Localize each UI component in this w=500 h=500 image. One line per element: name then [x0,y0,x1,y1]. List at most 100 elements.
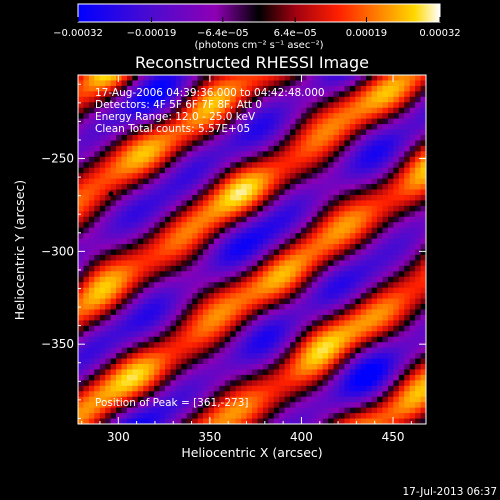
heatmap-cell [355,369,362,376]
heatmap-cell [382,134,389,142]
heatmap-cell [203,369,210,376]
heatmap-cell [355,407,362,414]
heatmap-cell [165,325,172,332]
heatmap-cell [99,80,106,87]
heatmap-cell [230,249,237,256]
heatmap-cell [257,102,264,109]
heatmap-cell [105,418,112,424]
heatmap-cell [170,80,177,87]
heatmap-cell [116,407,123,414]
heatmap-cell [105,287,112,294]
heatmap-cell [306,353,313,360]
heatmap-cell [398,113,405,120]
heatmap-cell [328,140,335,147]
heatmap-cell [420,336,426,343]
heatmap-cell [99,227,106,234]
heatmap-cell [382,282,389,289]
heatmap-cell [208,173,215,180]
heatmap-cell [311,244,318,251]
heatmap-cell [262,265,269,272]
heatmap-cell [94,75,101,82]
heatmap-cell [344,184,351,191]
heatmap-cell [88,96,95,103]
heatmap-cell [268,102,275,109]
heatmap-cell [148,249,155,256]
heatmap-cell [78,184,85,191]
heatmap-cell [409,80,416,87]
heatmap-cell [268,402,275,409]
heatmap-cell [165,260,172,267]
heatmap-cell [88,282,95,289]
heatmap-cell [377,145,384,152]
heatmap-cell [306,276,313,283]
heatmap-cell [137,418,144,424]
heatmap-cell [404,244,411,251]
heatmap-cell [290,271,297,278]
heatmap-cell [186,173,193,180]
heatmap-cell [415,216,422,223]
heatmap-cell [273,113,280,120]
heatmap-cell [208,85,215,92]
heatmap-cell [284,287,291,294]
colorbar-tick-label: −0.00019 [127,28,177,39]
heatmap-cell [170,347,177,354]
heatmap-cell [252,353,259,360]
heatmap-cell [290,233,297,240]
heatmap-cell [317,396,324,403]
heatmap-cell [224,216,231,223]
heatmap-cell [420,374,426,381]
heatmap-cell [387,96,394,103]
heatmap-cell [393,331,400,338]
heatmap-cell [148,156,155,163]
heatmap-cell [165,282,172,289]
heatmap-cell [192,254,199,261]
heatmap-cell [246,293,253,300]
heatmap-cell [143,184,150,191]
heatmap-cell [88,265,95,272]
heatmap-cell [148,380,155,387]
heatmap-cell [290,75,297,82]
heatmap-cell [154,80,161,87]
heatmap-cell [213,80,220,87]
heatmap-cell [208,156,215,163]
heatmap-cell [377,113,384,120]
heatmap-cell [295,222,302,229]
heatmap-cell [213,162,220,169]
heatmap-cell [213,314,220,321]
heatmap-cell [409,162,416,169]
heatmap-cell [105,156,112,163]
heatmap-cell [175,134,182,142]
heatmap-cell [165,205,172,212]
heatmap-cell [252,407,259,414]
heatmap-cell [83,134,90,142]
heatmap-cell [311,293,318,300]
heatmap-cell [175,282,182,289]
heatmap-cell [213,276,220,283]
heatmap-cell [241,402,248,409]
heatmap-cell [257,75,264,82]
heatmap-cell [273,298,280,305]
heatmap-cell [420,113,426,120]
heatmap-cell [344,205,351,212]
heatmap-cell [333,85,340,92]
heatmap-cell [344,407,351,414]
heatmap-cell [317,309,324,316]
heatmap-cell [246,227,253,234]
heatmap-cell [99,173,106,180]
heatmap-cell [137,314,144,321]
heatmap-cell [154,173,161,180]
heatmap-cell [317,358,324,365]
heatmap-cell [154,271,161,278]
heatmap-cell [273,184,280,191]
heatmap-cell [377,353,384,360]
heatmap-cell [126,244,133,251]
heatmap-cell [268,364,275,371]
heatmap-cell [279,75,286,82]
heatmap-cell [333,331,340,338]
heatmap-cell [126,391,133,398]
heatmap-cell [398,276,405,283]
heatmap-cell [295,418,302,424]
heatmap-cell [246,347,253,354]
heatmap-cell [377,124,384,131]
heatmap-cell [366,211,373,218]
